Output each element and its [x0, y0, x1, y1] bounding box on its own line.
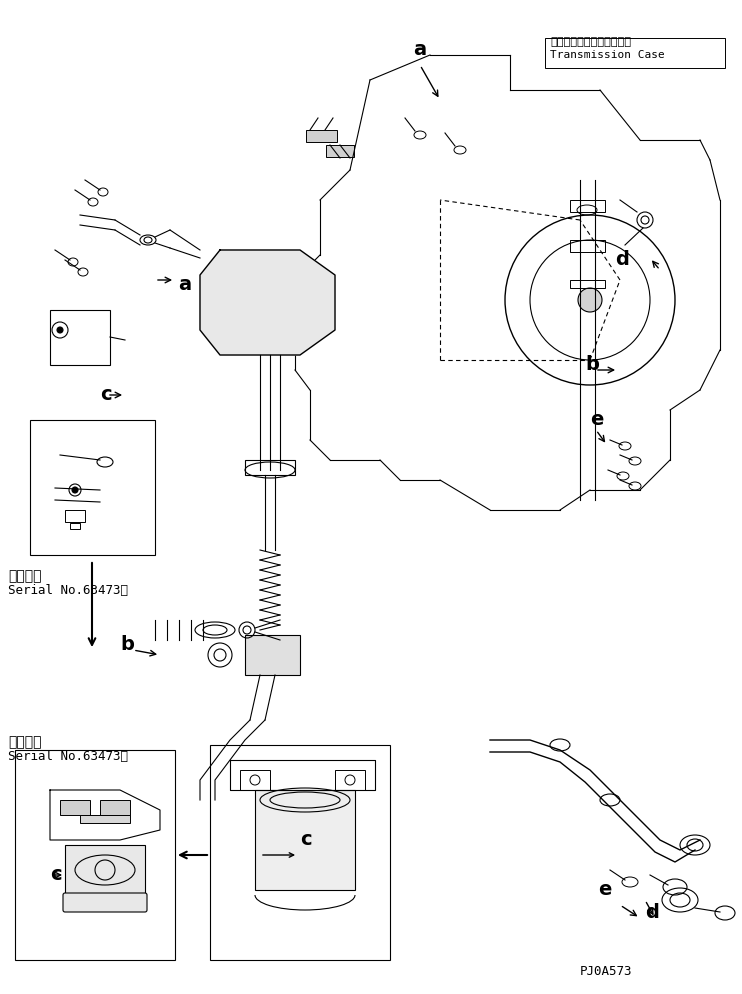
Text: PJ0A573: PJ0A573: [580, 965, 632, 978]
Polygon shape: [200, 250, 335, 355]
Circle shape: [57, 327, 63, 333]
Bar: [15, 750, 175, 960]
Circle shape: [72, 487, 78, 493]
Bar: [570, 240, 605, 252]
Bar: [50, 310, 110, 365]
Bar: [30, 420, 155, 555]
Text: c: c: [50, 865, 62, 884]
Text: Transmission Case: Transmission Case: [550, 50, 665, 60]
Text: トランスミッションケース: トランスミッションケース: [550, 37, 631, 47]
Bar: [545, 38, 725, 68]
Bar: [65, 845, 145, 895]
Text: b: b: [585, 355, 599, 374]
Text: e: e: [598, 880, 611, 899]
FancyBboxPatch shape: [63, 893, 147, 912]
Bar: [65, 510, 85, 522]
Bar: [240, 770, 270, 790]
Text: c: c: [300, 830, 312, 849]
Text: a: a: [178, 275, 191, 294]
Bar: [100, 800, 130, 815]
Bar: [210, 745, 390, 960]
Text: Serial No.63473～: Serial No.63473～: [8, 584, 128, 597]
Text: 適用号機: 適用号機: [8, 735, 42, 749]
Bar: [70, 523, 80, 529]
Text: e: e: [590, 410, 603, 429]
Bar: [60, 800, 90, 815]
Circle shape: [578, 288, 602, 312]
Text: c: c: [100, 385, 111, 404]
Bar: [326, 145, 354, 157]
Bar: [570, 200, 605, 212]
Text: Serial No.63473～: Serial No.63473～: [8, 750, 128, 763]
Bar: [335, 770, 365, 790]
Text: d: d: [615, 250, 629, 269]
Bar: [245, 460, 295, 475]
Text: 適用号機: 適用号機: [8, 569, 42, 583]
Bar: [570, 280, 605, 288]
Bar: [255, 790, 355, 890]
Text: a: a: [413, 40, 427, 59]
Text: d: d: [645, 903, 659, 922]
Text: b: b: [120, 635, 134, 654]
Bar: [306, 130, 337, 142]
Bar: [80, 815, 130, 823]
Bar: [245, 635, 300, 675]
